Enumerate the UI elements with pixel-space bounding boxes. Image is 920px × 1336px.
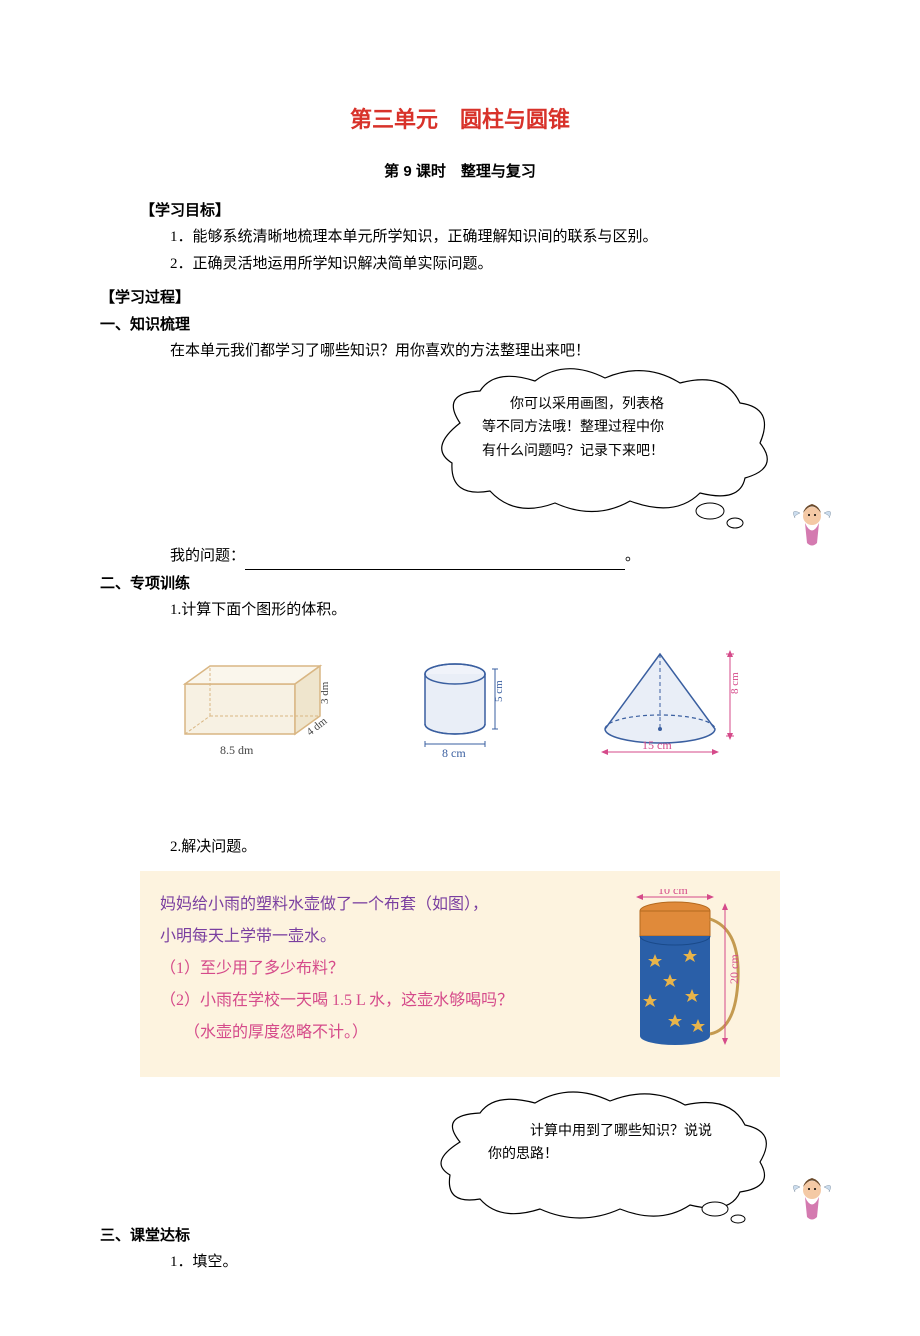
- my-question-period: 。: [625, 548, 640, 564]
- svg-text:10 cm: 10 cm: [658, 889, 688, 897]
- problem-line1: 妈妈给小雨的塑料水壶做了一个布套（如图），: [160, 889, 600, 921]
- my-question-label: 我的问题：: [170, 548, 245, 564]
- section3-head: 三、课堂达标: [100, 1222, 810, 1249]
- my-question-blank[interactable]: [245, 552, 625, 570]
- svg-text:8.5 dm: 8.5 dm: [220, 743, 254, 757]
- fairy-icon: [785, 498, 840, 553]
- cloud1-line2: 等不同方法哦！整理过程中你: [482, 416, 728, 440]
- svg-text:15 cm: 15 cm: [642, 738, 672, 752]
- objectives-head: 【学习目标】: [140, 197, 810, 224]
- section1-line: 在本单元我们都学习了哪些知识？用你喜欢的方法整理出来吧！: [170, 338, 810, 365]
- shapes-row: 3 dm 4 dm 8.5 dm 5 cm 8 cm 8 cm 15 cm: [170, 644, 770, 764]
- problem-line3: （1）至少用了多少布料？: [160, 953, 600, 985]
- cloud-bubble-1: 你可以采用画图，列表格 等不同方法哦！整理过程中你 有什么问题吗？记录下来吧！: [110, 373, 810, 543]
- cuboid-figure: 3 dm 4 dm 8.5 dm: [170, 654, 350, 764]
- svg-text:8 cm: 8 cm: [729, 671, 741, 693]
- problem-line2: 小明每天上学带一壶水。: [160, 921, 600, 953]
- objective-2: 2．正确灵活地运用所学知识解决简单实际问题。: [170, 251, 810, 278]
- section1-head: 一、知识梳理: [100, 311, 810, 338]
- svg-text:5 cm: 5 cm: [493, 679, 505, 701]
- cloud2-line1: 计算中用到了哪些知识？说说: [488, 1120, 730, 1144]
- section2-q1: 1.计算下面个图形的体积。: [170, 597, 810, 624]
- cloud2-line2: 你的思路！: [488, 1143, 730, 1167]
- unit-title: 第三单元 圆柱与圆锥: [110, 100, 810, 140]
- problem-line4: （2）小雨在学校一天喝 1.5 L 水，这壶水够喝吗？: [160, 985, 600, 1017]
- fairy-icon: [785, 1172, 840, 1227]
- problem-box: 妈妈给小雨的塑料水壶做了一个布套（如图）， 小明每天上学带一壶水。 （1）至少用…: [140, 871, 780, 1077]
- cloud1-line1: 你可以采用画图，列表格: [482, 393, 728, 417]
- svg-text:20 cm: 20 cm: [727, 953, 741, 983]
- process-head: 【学习过程】: [100, 284, 810, 311]
- section3-q1: 1．填空。: [170, 1249, 810, 1276]
- svg-text:3 dm: 3 dm: [319, 681, 331, 704]
- my-question-row: 我的问题： 。: [170, 543, 810, 570]
- problem-line5: （水壶的厚度忽略不计。）: [160, 1017, 600, 1049]
- section2-q2: 2.解决问题。: [170, 834, 810, 861]
- section2-head: 二、专项训练: [100, 570, 810, 597]
- bottle-figure: 10 cm 20 cm: [620, 889, 760, 1059]
- lesson-subtitle: 第 9 课时 整理与复习: [110, 158, 810, 185]
- cloud-bubble-2: 计算中用到了哪些知识？说说 你的思路！: [110, 1092, 810, 1222]
- cylinder-figure: 5 cm 8 cm: [410, 654, 530, 764]
- objective-1: 1．能够系统清晰地梳理本单元所学知识，正确理解知识间的联系与区别。: [170, 224, 810, 251]
- cloud1-line3: 有什么问题吗？记录下来吧！: [482, 440, 728, 464]
- svg-text:8 cm: 8 cm: [442, 746, 466, 760]
- cone-figure: 8 cm 15 cm: [590, 644, 770, 764]
